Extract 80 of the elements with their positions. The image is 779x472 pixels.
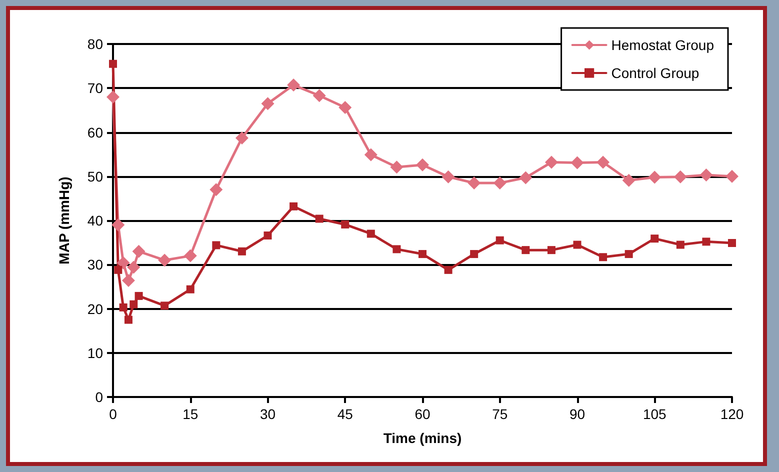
point — [315, 214, 324, 223]
y-tick-label: 20 — [87, 300, 104, 317]
point — [624, 250, 633, 258]
point — [392, 245, 401, 254]
point — [158, 254, 172, 267]
point — [493, 176, 506, 190]
legend-label: Control Group — [611, 65, 700, 81]
point — [444, 266, 452, 274]
point — [570, 156, 584, 170]
point — [338, 101, 352, 114]
y-tick-label: 40 — [87, 212, 104, 228]
x-tick-label: 120 — [720, 406, 744, 422]
point — [442, 170, 455, 184]
point — [470, 250, 478, 258]
point — [106, 90, 120, 104]
point — [418, 250, 426, 258]
point — [312, 89, 326, 102]
y-tick-label: 0 — [95, 389, 104, 405]
point — [134, 292, 143, 300]
point — [648, 170, 662, 184]
y-tick-label: 60 — [87, 124, 104, 140]
y-tick-label: 10 — [87, 344, 104, 361]
point — [186, 285, 194, 294]
point — [468, 176, 481, 190]
x-tick-label: 45 — [337, 406, 354, 422]
x-tick-label: 60 — [414, 406, 430, 422]
point — [522, 246, 530, 254]
point — [264, 232, 272, 240]
point — [366, 230, 375, 238]
y-axis-title: MAP (mmHg) — [56, 176, 72, 264]
point — [290, 202, 298, 210]
point — [112, 218, 125, 232]
point — [700, 168, 713, 182]
point — [519, 171, 532, 184]
point — [676, 240, 684, 249]
point — [122, 274, 135, 288]
point — [212, 241, 220, 250]
point — [416, 158, 429, 172]
point — [130, 300, 138, 308]
point — [160, 302, 169, 310]
point — [650, 234, 659, 243]
x-tick-label: 75 — [492, 406, 508, 422]
point — [390, 160, 404, 174]
point — [127, 260, 140, 274]
point — [124, 316, 132, 324]
y-tick-label: 30 — [87, 256, 104, 273]
y-tick-label: 80 — [87, 36, 104, 52]
point — [116, 256, 130, 270]
y-tick-label: 70 — [87, 80, 104, 96]
point — [544, 156, 558, 169]
point — [364, 148, 378, 162]
x-tick-label: 30 — [260, 406, 276, 422]
point — [235, 131, 248, 144]
point — [674, 170, 687, 184]
point — [132, 244, 146, 258]
x-tick-label: 15 — [182, 406, 198, 422]
point — [599, 253, 608, 262]
y-tick-label: 50 — [87, 168, 104, 184]
point — [109, 60, 117, 68]
point — [573, 240, 582, 249]
point — [287, 78, 300, 92]
point — [622, 174, 636, 187]
x-axis-title: Time (mins) — [383, 430, 462, 446]
x-tick-label: 0 — [109, 406, 118, 422]
point — [496, 236, 504, 244]
point — [184, 249, 197, 262]
x-tick-label: 105 — [642, 406, 667, 422]
point — [728, 239, 736, 248]
point — [238, 247, 246, 256]
point — [210, 183, 223, 196]
point — [119, 303, 128, 312]
point — [726, 170, 738, 183]
x-tick-label: 90 — [569, 406, 586, 422]
point — [341, 220, 350, 228]
point — [261, 97, 274, 110]
legend-label: Hemostat Group — [611, 37, 714, 53]
point — [547, 246, 556, 254]
point — [114, 266, 122, 274]
point — [702, 238, 710, 246]
point — [596, 156, 610, 169]
